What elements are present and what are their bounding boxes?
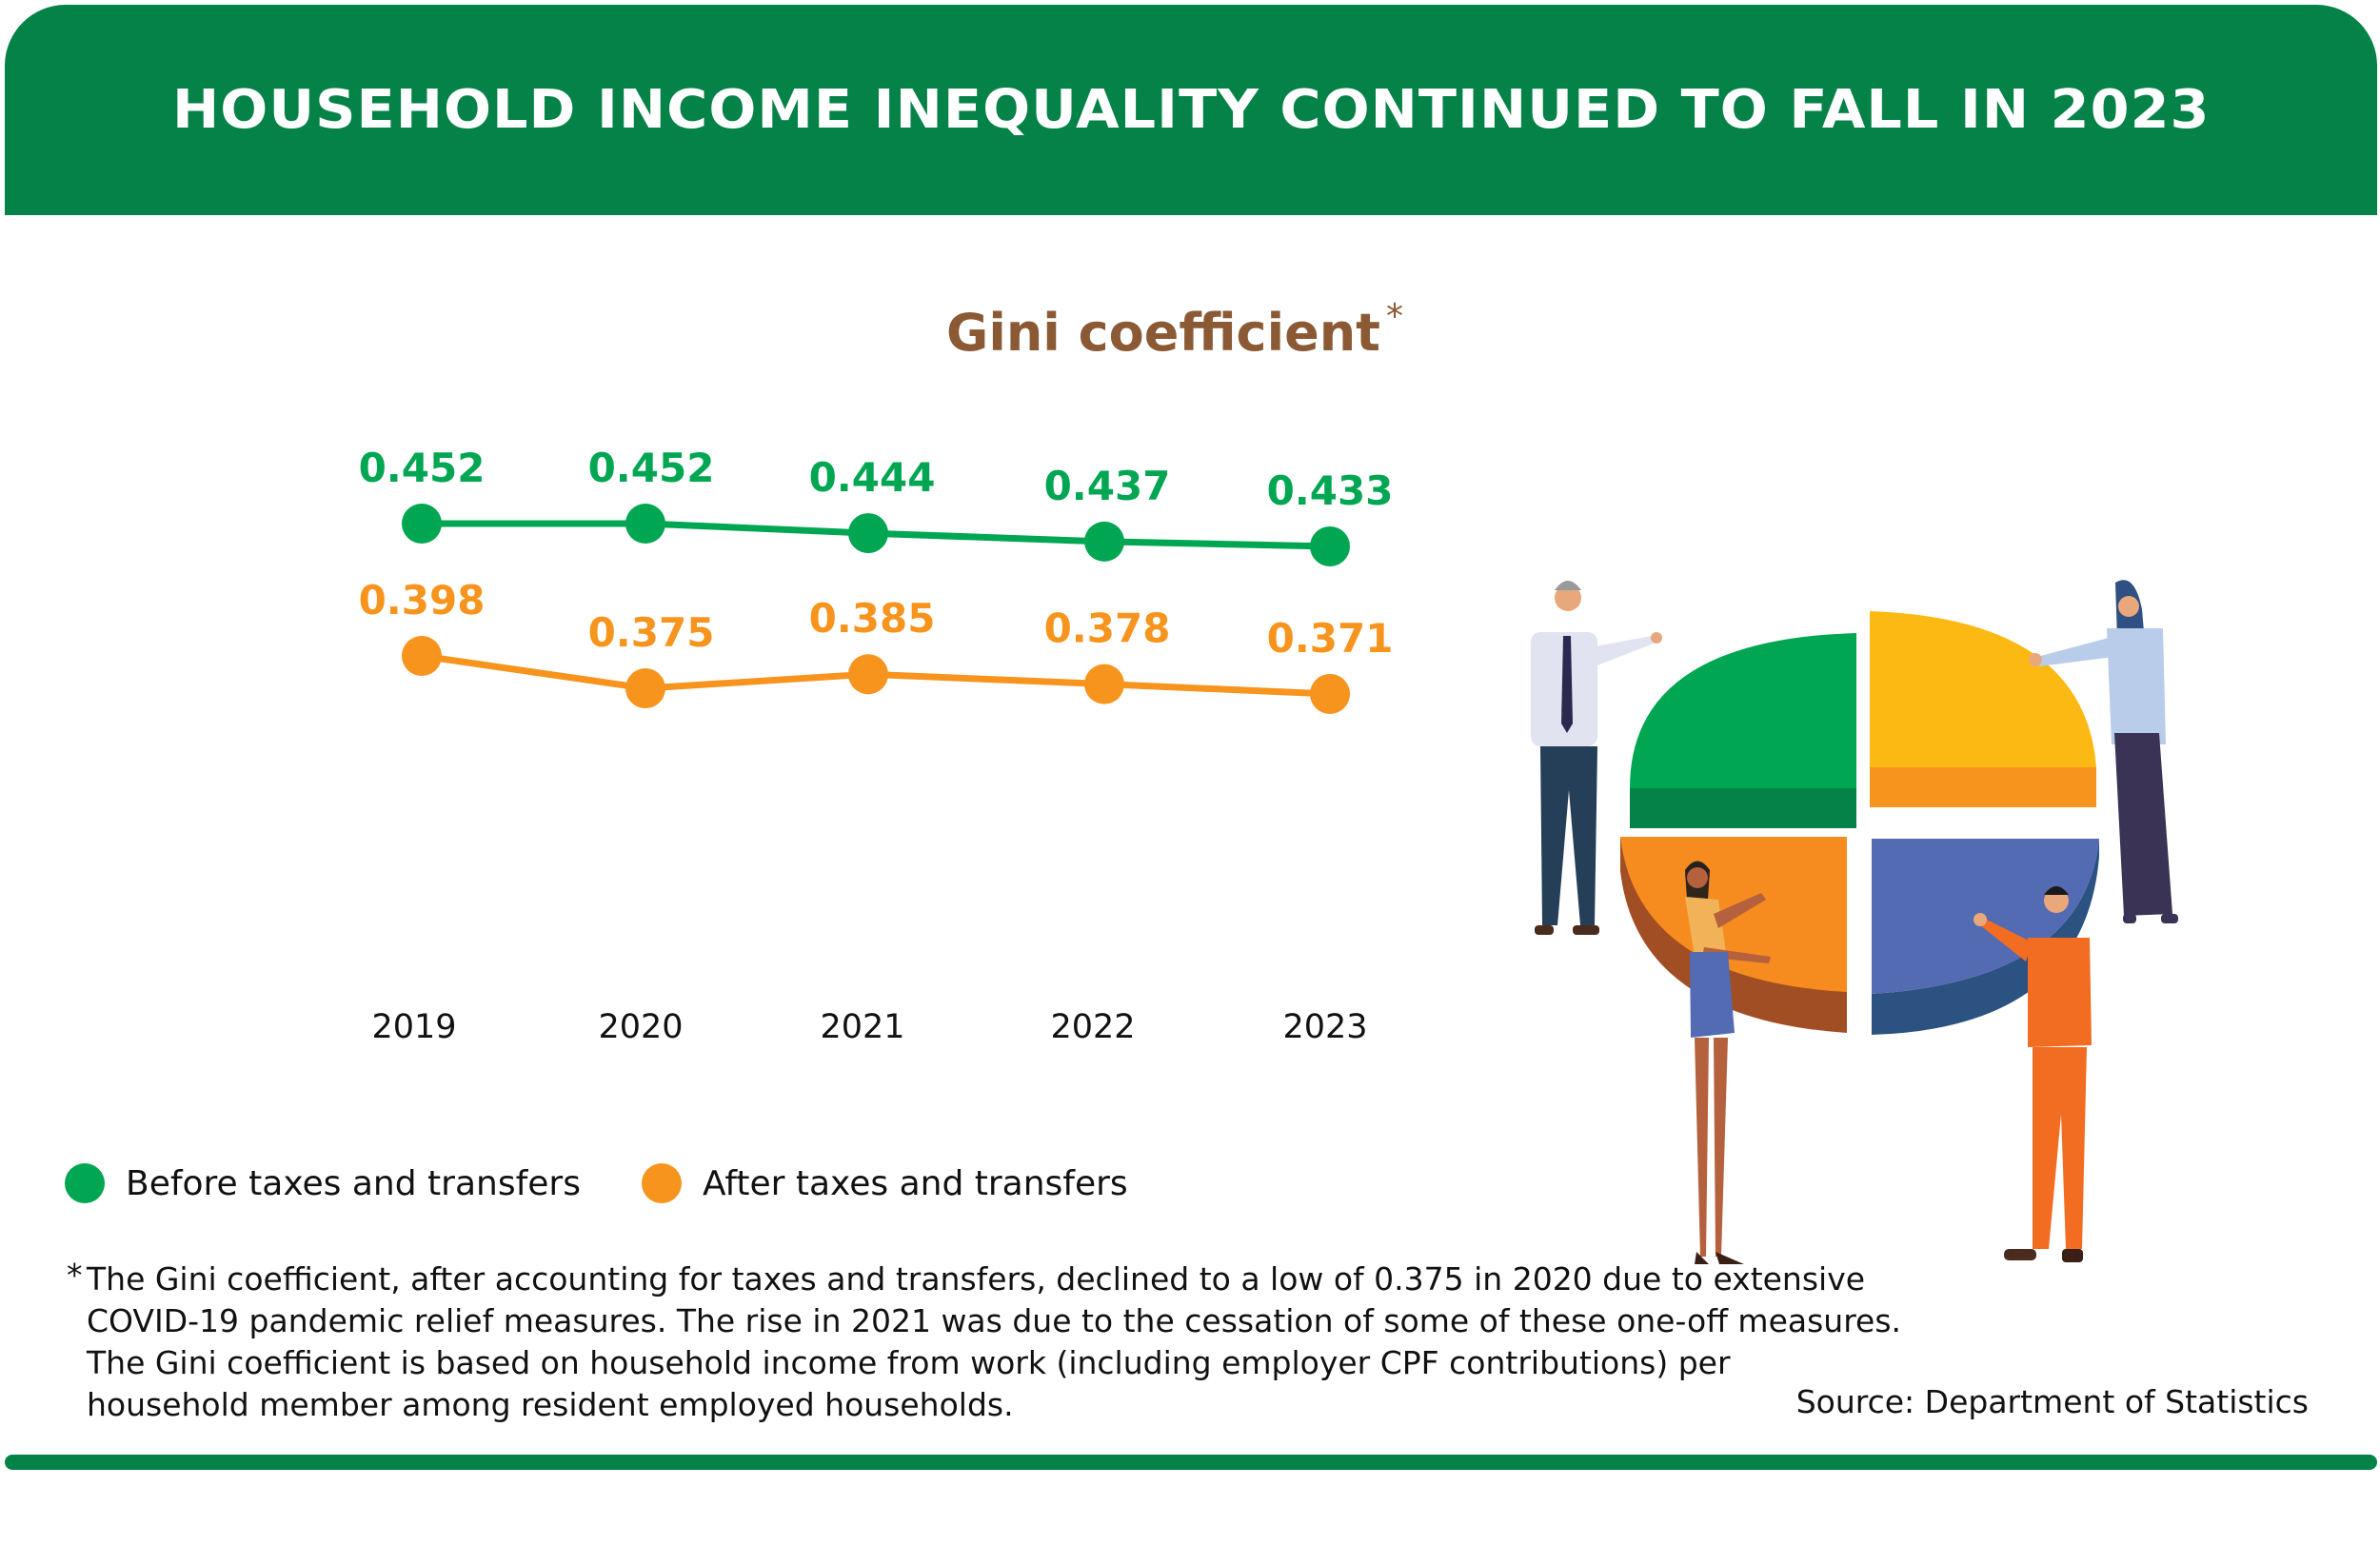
data-label: 0.398: [359, 577, 486, 624]
data-label: 0.437: [1044, 463, 1171, 509]
legend-label-after: After taxes and transfers: [702, 1163, 1128, 1203]
person-woman-hijab-illustration: [2029, 580, 2178, 923]
pie-slice-green: [1630, 633, 1856, 788]
x-tick-label: 2023: [1282, 1008, 1367, 1046]
legend-marker-after: [641, 1163, 682, 1203]
data-label: 0.452: [588, 445, 715, 491]
page-title: HOUSEHOLD INCOME INEQUALITY CONTINUED TO…: [171, 79, 2211, 141]
data-point: [402, 636, 442, 676]
data-label: 0.444: [809, 454, 936, 501]
legend: Before taxes and transfers After taxes a…: [65, 1163, 1189, 1203]
person-businessman-illustration: [1531, 581, 1662, 935]
x-tick-label: 2022: [1050, 1008, 1135, 1046]
footnote: * The Gini coefficient, after accounting…: [67, 1257, 1902, 1426]
person-worker-illustration: [1973, 886, 2092, 1262]
data-point: [848, 513, 888, 554]
data-label: 0.371: [1267, 615, 1394, 662]
data-point: [625, 668, 665, 709]
pie-slice-green-side: [1630, 788, 1856, 828]
pie-slice-blue-side: [1872, 839, 2099, 1035]
footnote-line: The Gini coefficient, after accounting f…: [87, 1260, 1866, 1298]
data-point: [1084, 521, 1124, 562]
data-point: [1310, 673, 1350, 714]
x-tick-label: 2019: [371, 1008, 456, 1046]
legend-label-before: Before taxes and transfers: [126, 1163, 581, 1203]
chart-title-marker: *: [1385, 297, 1403, 336]
data-point: [848, 654, 888, 695]
chart-title: Gini coefficient *: [0, 297, 2350, 363]
pie-slice-yellow: [1870, 611, 2096, 767]
x-tick-label: 2021: [820, 1008, 904, 1046]
data-label: 0.452: [359, 445, 486, 491]
data-point: [625, 504, 665, 544]
data-label: 0.375: [588, 609, 715, 656]
data-point: [1084, 664, 1124, 704]
pie-slice-yellow-side: [1870, 767, 2096, 807]
data-point: [402, 504, 442, 544]
legend-item-after: After taxes and transfers: [641, 1163, 1128, 1203]
legend-item-before: Before taxes and transfers: [65, 1163, 581, 1203]
data-label: 0.385: [809, 595, 936, 642]
x-tick-label: 2020: [598, 1008, 683, 1046]
chart-title-text: Gini coefficient: [946, 303, 1380, 363]
footnote-line: COVID-19 pandemic relief measures. The r…: [87, 1302, 1902, 1339]
bottom-bar: [5, 1455, 2377, 1470]
legend-marker-before: [65, 1163, 105, 1203]
data-label: 0.433: [1267, 467, 1394, 514]
source-note: Source: Department of Statistics: [1795, 1383, 2309, 1420]
header-banner: HOUSEHOLD INCOME INEQUALITY CONTINUED TO…: [5, 5, 2377, 215]
data-label: 0.378: [1044, 605, 1171, 652]
data-point: [1310, 525, 1350, 566]
person-woman-illustration: [1685, 861, 1771, 1264]
footnote-marker: *: [67, 1257, 83, 1294]
footnote-line: household member among resident employed…: [87, 1386, 1014, 1423]
footnote-line: The Gini coefficient is based on househo…: [87, 1344, 1731, 1381]
